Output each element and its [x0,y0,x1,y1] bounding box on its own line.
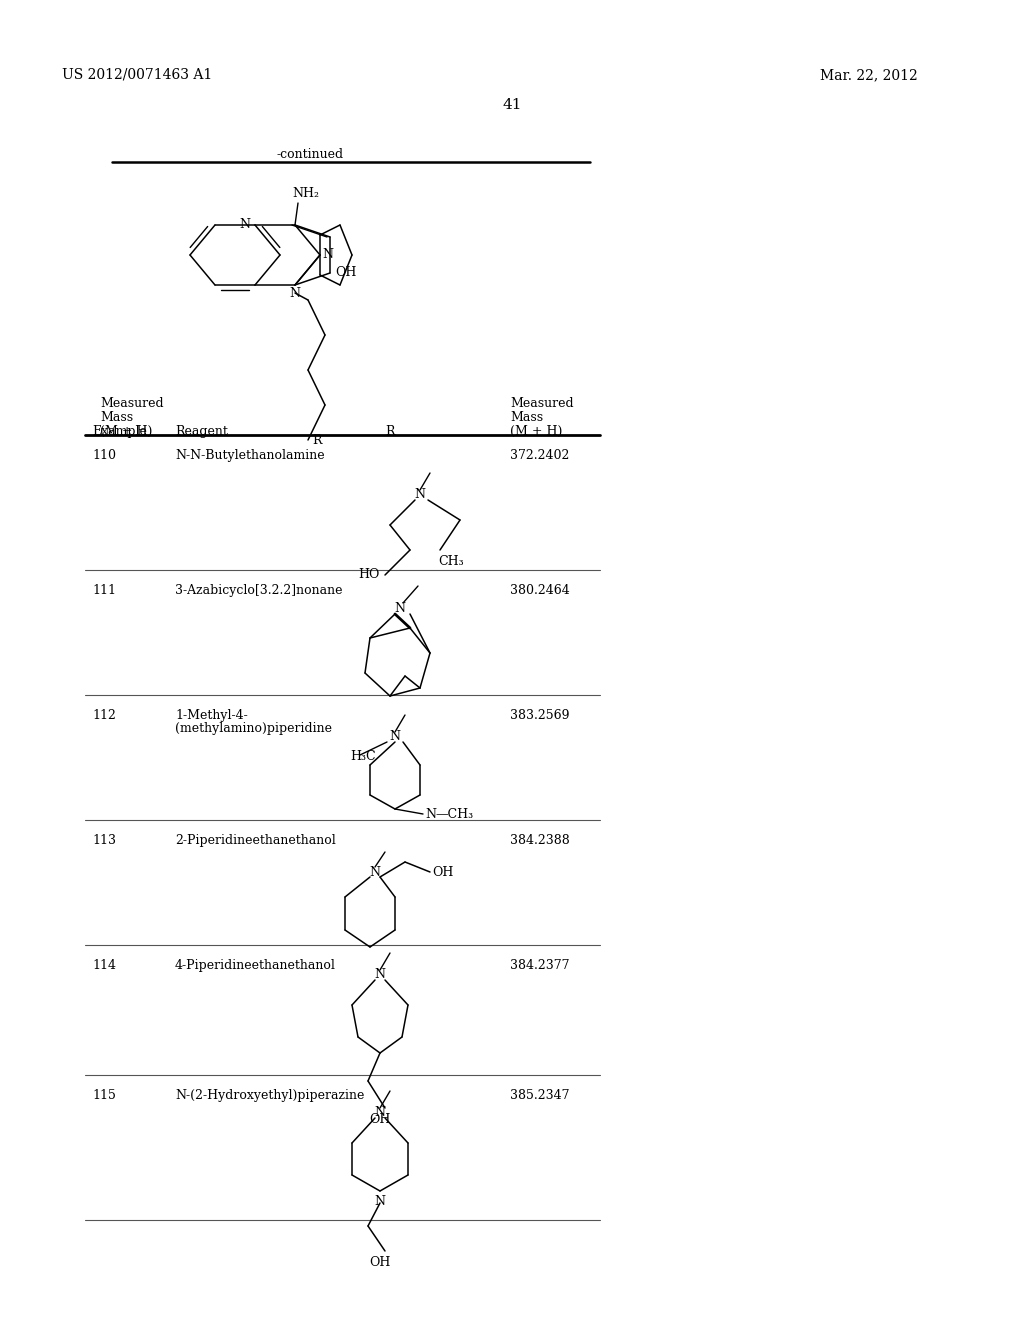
Text: N: N [239,219,250,231]
Text: 41: 41 [502,98,522,112]
Text: (methylamino)piperidine: (methylamino)piperidine [175,722,332,735]
Text: Measured: Measured [100,397,164,411]
Text: 385.2347: 385.2347 [510,1089,569,1102]
Text: 112: 112 [92,709,116,722]
Text: OH: OH [370,1257,391,1269]
Text: 111: 111 [92,583,116,597]
Text: Example: Example [92,425,146,438]
Text: 115: 115 [92,1089,116,1102]
Text: N-(2-Hydroxyethyl)piperazine: N-(2-Hydroxyethyl)piperazine [175,1089,365,1102]
Text: N: N [375,1195,385,1208]
Text: H₃C: H₃C [350,751,376,763]
Text: Measured: Measured [510,397,573,411]
Text: 384.2377: 384.2377 [510,960,569,972]
Text: —CH₃: —CH₃ [435,808,473,821]
Text: N: N [394,602,406,615]
Text: Mass: Mass [100,411,133,424]
Text: R: R [385,425,394,438]
Text: (M + H): (M + H) [510,425,562,438]
Text: N: N [425,808,436,821]
Text: 1-Methyl-4-: 1-Methyl-4- [175,709,248,722]
Text: -continued: -continued [276,148,344,161]
Text: N: N [322,248,333,261]
Text: 2-Piperidineethanethanol: 2-Piperidineethanethanol [175,834,336,847]
Text: N: N [370,866,381,879]
Text: Mass: Mass [510,411,543,424]
Text: 110: 110 [92,449,116,462]
Text: N: N [375,1106,385,1119]
Text: 3-Azabicyclo[3.2.2]nonane: 3-Azabicyclo[3.2.2]nonane [175,583,342,597]
Text: 114: 114 [92,960,116,972]
Text: NH₂: NH₂ [292,187,319,201]
Text: N-N-Butylethanolamine: N-N-Butylethanolamine [175,449,325,462]
Text: 4-Piperidineethanethanol: 4-Piperidineethanethanol [175,960,336,972]
Text: HO: HO [358,569,380,582]
Text: 384.2388: 384.2388 [510,834,569,847]
Text: OH: OH [335,267,356,280]
Text: Reagent: Reagent [175,425,228,438]
Text: N: N [290,286,300,300]
Text: 113: 113 [92,834,116,847]
Text: CH₃: CH₃ [438,554,464,568]
Text: N: N [375,969,385,982]
Text: R: R [312,433,322,446]
Text: 383.2569: 383.2569 [510,709,569,722]
Text: US 2012/0071463 A1: US 2012/0071463 A1 [62,69,212,82]
Text: OH: OH [432,866,454,879]
Text: (M + H): (M + H) [100,425,153,438]
Text: 380.2464: 380.2464 [510,583,569,597]
Text: OH: OH [370,1113,391,1126]
Text: N: N [415,488,426,502]
Text: 372.2402: 372.2402 [510,449,569,462]
Text: N: N [389,730,400,743]
Text: Mar. 22, 2012: Mar. 22, 2012 [820,69,918,82]
